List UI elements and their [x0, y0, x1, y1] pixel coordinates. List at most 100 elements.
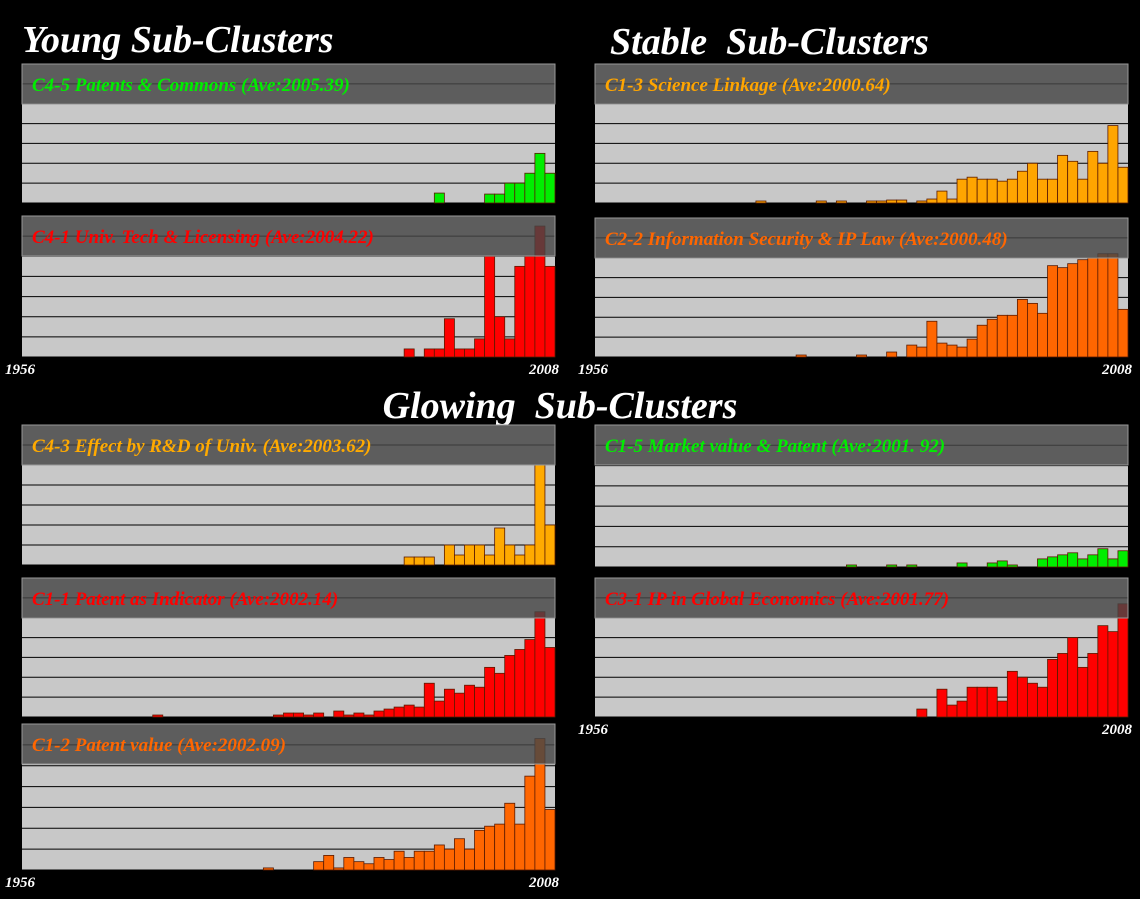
bar: [494, 527, 506, 566]
bar: [1107, 253, 1119, 358]
bar: [1107, 631, 1119, 718]
bar: [514, 823, 526, 871]
bar: [986, 318, 998, 358]
bar: [1067, 637, 1079, 718]
bar: [956, 346, 968, 358]
bar: [484, 666, 496, 718]
bar: [1006, 314, 1018, 358]
bar: [936, 342, 948, 358]
bar: [464, 348, 475, 358]
chart-title: C1-2 Patent value (Ave:2002.09): [32, 735, 286, 756]
bar: [1107, 125, 1119, 204]
chart-title: C1-5 Market value & Patent (Ave:2001. 92…: [605, 436, 945, 457]
bar: [886, 564, 898, 568]
bar: [1067, 552, 1079, 568]
bar: [544, 172, 556, 204]
bar: [383, 708, 395, 718]
bar: [454, 554, 465, 566]
bar: [846, 564, 857, 568]
bar: [946, 198, 958, 204]
bar: [413, 556, 425, 566]
chart-panel: C3-1 IP in Global Economics (Ave:2001.77…: [578, 577, 1133, 738]
bar: [433, 192, 445, 204]
bar: [876, 200, 888, 204]
bar: [916, 200, 928, 204]
x-tick-label: 1956: [5, 362, 36, 378]
bar: [353, 712, 365, 718]
bar: [443, 688, 455, 718]
bar: [1097, 625, 1109, 718]
title-band: [594, 424, 1129, 466]
bar: [1047, 659, 1059, 718]
bar: [313, 861, 325, 871]
bar: [423, 850, 435, 871]
bar: [464, 544, 475, 566]
bar: [504, 802, 516, 871]
bar: [1087, 554, 1099, 568]
bar: [966, 686, 978, 718]
bar: [996, 700, 1008, 718]
bar: [524, 775, 536, 871]
chart-panel: C2-2 Information Security & IP Law (Ave:…: [578, 217, 1133, 378]
bar: [504, 182, 516, 204]
bar: [283, 712, 294, 718]
chart-title: C4-3 Effect by R&D of Univ. (Ave:2003.62…: [32, 436, 371, 457]
bar: [1006, 178, 1018, 204]
bar: [1077, 558, 1089, 568]
bar: [464, 848, 475, 871]
bar: [393, 850, 405, 871]
bar: [926, 198, 938, 204]
bar: [514, 554, 526, 566]
bar: [866, 200, 877, 204]
bar: [1037, 178, 1048, 204]
bar: [413, 706, 425, 718]
bar: [494, 823, 506, 871]
section-heading: Glowing Sub-Clusters: [383, 385, 738, 427]
bar: [474, 829, 486, 871]
chart-panel: C1-2 Patent value (Ave:2002.09) 1956 2008: [5, 723, 560, 891]
title-band: [594, 63, 1129, 105]
bar: [956, 178, 968, 204]
bar: [986, 562, 998, 568]
bar: [1077, 666, 1089, 718]
bar: [544, 647, 556, 718]
bar: [916, 708, 928, 718]
bar: [1107, 558, 1119, 568]
bar: [474, 338, 486, 358]
bar: [1027, 682, 1038, 718]
bar: [484, 193, 496, 204]
bar: [514, 265, 526, 358]
bar: [996, 314, 1008, 358]
bar: [795, 354, 807, 358]
bar: [1047, 178, 1059, 204]
bar: [544, 809, 556, 871]
bar: [413, 850, 425, 871]
bar: [755, 200, 767, 204]
bar: [1097, 253, 1109, 358]
bar: [373, 710, 385, 718]
bar: [403, 857, 415, 871]
bar: [1037, 312, 1048, 358]
bar: [333, 867, 345, 871]
bar: [353, 861, 365, 871]
bar: [1097, 548, 1109, 568]
title-band: [21, 63, 556, 105]
bar: [494, 193, 506, 204]
bar: [956, 562, 968, 568]
bar: [976, 686, 988, 718]
bar: [403, 704, 415, 718]
bar: [926, 320, 938, 358]
bar: [383, 859, 395, 871]
bar: [1067, 263, 1079, 358]
title-band: [594, 577, 1129, 619]
bar: [946, 344, 958, 358]
bar: [514, 649, 526, 718]
x-tick-label: 1956: [5, 875, 36, 891]
title-band: [594, 217, 1129, 259]
bar: [524, 639, 536, 718]
bar: [343, 714, 355, 718]
bar: [976, 178, 988, 204]
bar: [1117, 308, 1129, 358]
bar: [423, 682, 435, 718]
